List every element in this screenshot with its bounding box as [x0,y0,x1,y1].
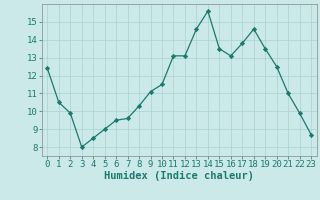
X-axis label: Humidex (Indice chaleur): Humidex (Indice chaleur) [104,171,254,181]
